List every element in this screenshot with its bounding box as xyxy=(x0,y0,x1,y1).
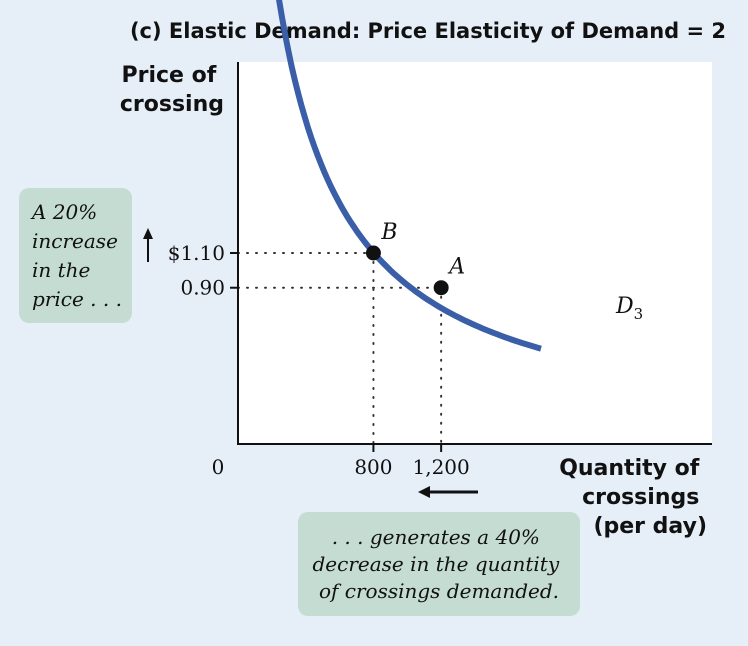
guide-lines xyxy=(237,252,443,445)
curve-label-subscript: 3 xyxy=(634,305,644,323)
x-axis-label: Quantity of crossings (per day) xyxy=(559,456,707,539)
price-note-line-1: A 20% xyxy=(30,200,97,224)
chart-title: (c) Elastic Demand: Price Elasticity of … xyxy=(130,19,726,43)
x-axis-label-line-1: Quantity of xyxy=(559,456,700,481)
y-axis-label-line-1: Price of xyxy=(122,63,217,88)
quantity-note-line-2: decrease in the quantity xyxy=(313,552,560,576)
point-label-a: A xyxy=(447,255,465,280)
y-axis-label-line-2: crossing xyxy=(120,92,224,117)
plot-area xyxy=(238,62,712,444)
demand-curve-d3 xyxy=(276,0,542,352)
x-axis-label-line-2: crossings xyxy=(582,485,699,510)
y-tick-label-0: $1.10 xyxy=(168,241,225,265)
x-tick-label-0: 800 xyxy=(354,455,392,479)
axes xyxy=(237,62,712,445)
price-note-line-3: in the xyxy=(32,258,90,282)
curve-label: D3 xyxy=(615,294,643,323)
point-b xyxy=(365,245,381,261)
x-axis-label-line-3: (per day) xyxy=(593,514,707,539)
price-note-line-2: increase xyxy=(32,229,118,253)
x-tick-label-1: 1,200 xyxy=(413,455,470,479)
price-increase-arrow-icon xyxy=(143,228,153,262)
origin-label: 0 xyxy=(212,455,225,479)
point-a xyxy=(433,280,449,296)
quantity-note-line-3: of crossings demanded. xyxy=(319,579,559,603)
quantity-note-line-1: . . . generates a 40% xyxy=(332,525,540,549)
axis-ticks: $1.10 0.90 800 1,200 xyxy=(168,241,470,479)
price-note: A 20% increase in the price . . . xyxy=(30,200,124,311)
y-tick-label-1: 0.90 xyxy=(180,276,225,300)
curve-label-main: D xyxy=(615,294,634,319)
price-note-line-4: price . . . xyxy=(32,287,122,311)
point-label-b: B xyxy=(380,220,397,245)
quantity-note-box xyxy=(298,512,580,616)
quantity-note: . . . generates a 40% decrease in the qu… xyxy=(313,525,566,603)
data-points: BA xyxy=(365,220,465,296)
y-axis-label: Price of crossing xyxy=(120,63,224,117)
price-note-box xyxy=(19,188,132,323)
quantity-decrease-arrow-icon xyxy=(418,486,478,498)
